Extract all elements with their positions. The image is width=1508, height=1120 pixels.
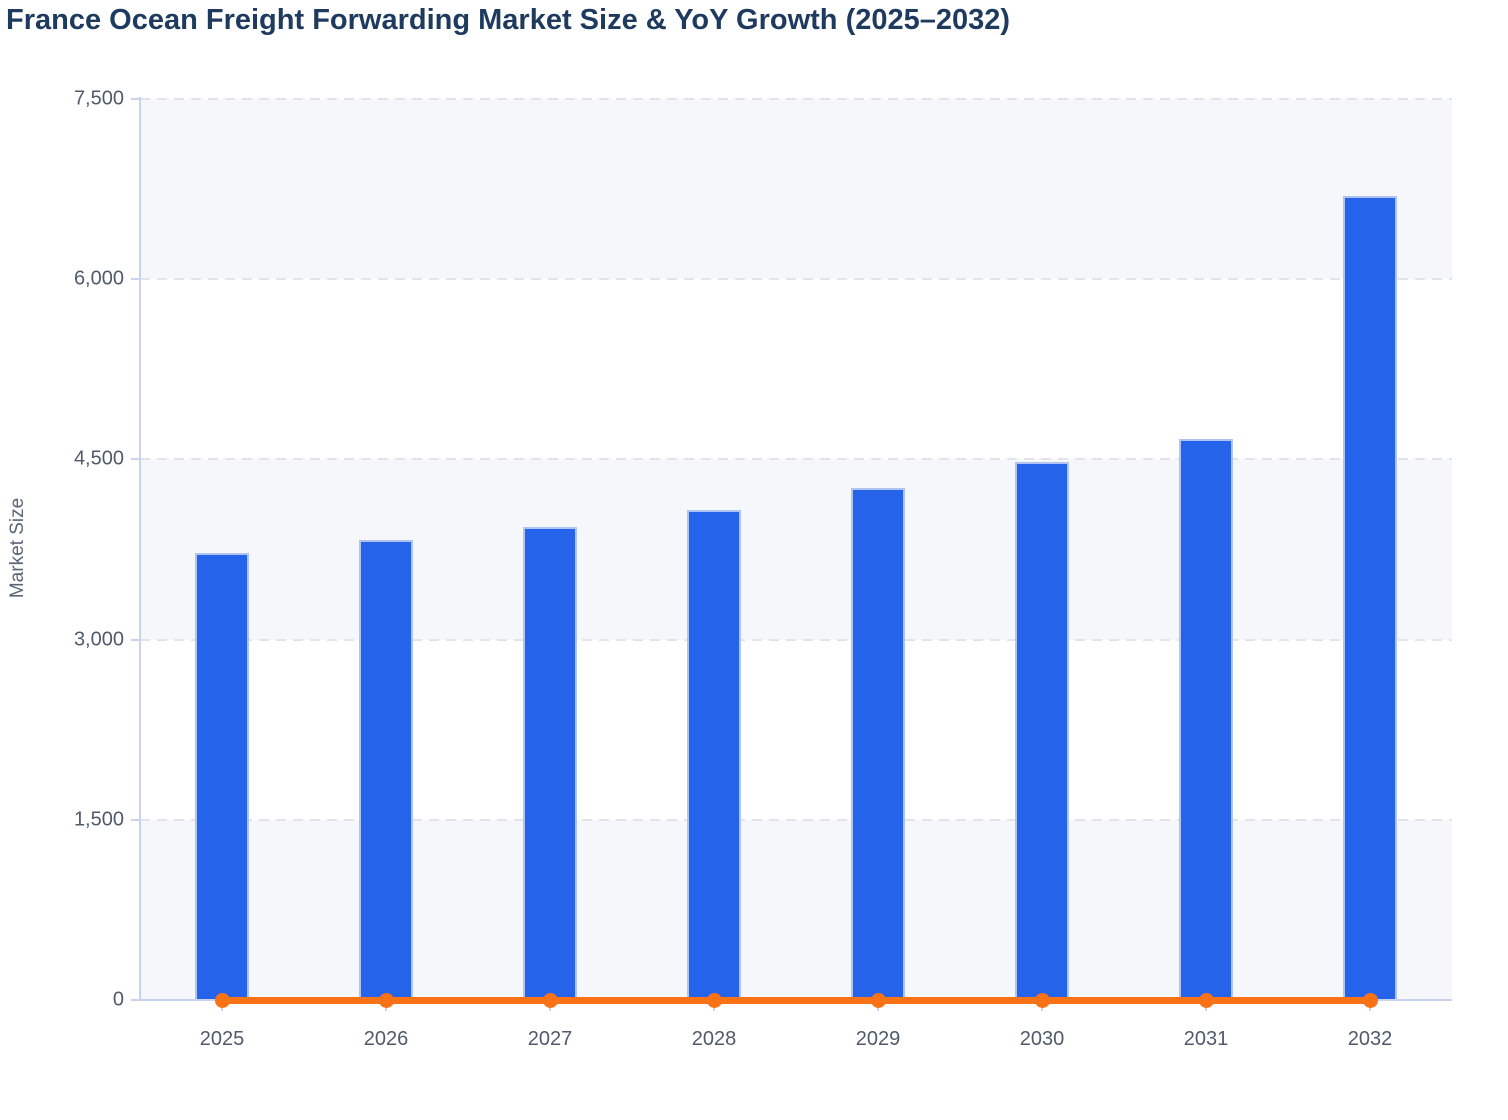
y-tick-label: 3,000 bbox=[73, 628, 124, 651]
bar-2028[interactable] bbox=[687, 509, 741, 1000]
y-tick-mark bbox=[131, 98, 139, 100]
yoy-marker-2029[interactable] bbox=[870, 992, 886, 1008]
x-tick-label: 2027 bbox=[527, 1028, 573, 1050]
y-tick-mark bbox=[131, 458, 139, 461]
bar-2030[interactable] bbox=[1015, 462, 1069, 1000]
gridline bbox=[140, 278, 1452, 281]
x-tick-label: 2031 bbox=[1183, 1028, 1229, 1050]
plot-band bbox=[140, 279, 1452, 460]
bar-2032[interactable] bbox=[1343, 196, 1397, 1000]
yoy-growth-line bbox=[222, 996, 1370, 1004]
yoy-marker-2031[interactable] bbox=[1198, 992, 1214, 1008]
y-tick-label: 6,000 bbox=[73, 267, 124, 290]
gridline bbox=[140, 458, 1452, 461]
plot-band bbox=[140, 819, 1452, 1000]
y-tick-label: 7,500 bbox=[73, 87, 124, 110]
x-tick-label: 2025 bbox=[199, 1028, 245, 1050]
yoy-marker-2025[interactable] bbox=[214, 992, 230, 1008]
y-axis-line bbox=[139, 97, 141, 1001]
x-tick-label: 2032 bbox=[1347, 1028, 1393, 1050]
y-tick-mark bbox=[131, 818, 139, 821]
chart-title: France Ocean Freight Forwarding Market S… bbox=[6, 4, 1011, 36]
y-tick-mark bbox=[131, 278, 139, 281]
x-tick-label: 2028 bbox=[691, 1028, 737, 1050]
y-tick-label: 1,500 bbox=[73, 808, 124, 831]
gridline bbox=[140, 98, 1452, 100]
yoy-marker-2032[interactable] bbox=[1362, 992, 1378, 1008]
yoy-marker-2026[interactable] bbox=[378, 992, 394, 1008]
yoy-marker-2027[interactable] bbox=[542, 992, 558, 1008]
y-tick-mark bbox=[131, 999, 139, 1001]
bar-2025[interactable] bbox=[195, 553, 249, 1000]
gridline bbox=[140, 818, 1452, 821]
yoy-marker-2030[interactable] bbox=[1034, 992, 1050, 1008]
y-axis-title: Market Size bbox=[7, 497, 28, 599]
gridline bbox=[140, 638, 1452, 641]
plot-band bbox=[140, 459, 1452, 640]
plot-band bbox=[140, 99, 1452, 280]
plot-band bbox=[140, 639, 1452, 820]
x-tick-label: 2030 bbox=[1019, 1028, 1065, 1050]
y-tick-label: 0 bbox=[112, 988, 124, 1011]
yoy-marker-2028[interactable] bbox=[706, 992, 722, 1008]
bar-2031[interactable] bbox=[1179, 438, 1233, 1000]
bar-2026[interactable] bbox=[359, 539, 413, 1000]
x-tick-label: 2026 bbox=[363, 1028, 409, 1050]
bar-2029[interactable] bbox=[851, 488, 905, 1000]
x-tick-label: 2029 bbox=[855, 1028, 901, 1050]
y-tick-label: 4,500 bbox=[73, 447, 124, 470]
y-tick-mark bbox=[131, 638, 139, 641]
bar-2027[interactable] bbox=[523, 526, 577, 1000]
